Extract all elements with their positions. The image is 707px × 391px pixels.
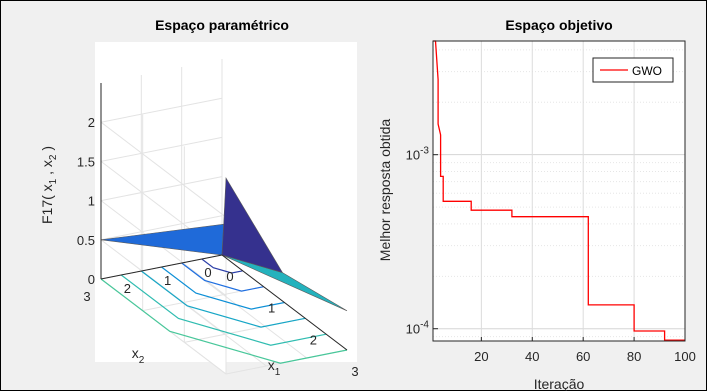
x1-tick-label: 3 <box>351 364 358 379</box>
legend: GWO <box>593 58 673 82</box>
x1-tick-label: 2 <box>310 332 317 347</box>
z-tick-label: 2 <box>88 115 95 130</box>
x-tick-label: 20 <box>474 349 488 364</box>
y-axis-label: Melhor resposta obtida <box>377 119 393 262</box>
x2-tick-label: 0 <box>204 265 211 280</box>
convergence-plot-area <box>433 41 685 341</box>
x1-tick-label: 1 <box>268 301 275 316</box>
x-tick-label: 80 <box>627 349 641 364</box>
x1-tick-label: 0 <box>226 269 233 284</box>
z-tick-label: 0.5 <box>77 233 95 248</box>
x2-tick-label: 3 <box>83 289 90 304</box>
x2-tick-label: 2 <box>124 281 131 296</box>
z-tick-label: 1.5 <box>77 154 95 169</box>
convergence-plot: 20 40 60 80 100 10-3 10-4 GWO Iteração Melhor res… <box>377 17 696 391</box>
legend-label-gwo: GWO <box>632 64 662 78</box>
z-tick-label: 0 <box>88 272 95 287</box>
x2-tick-label: 1 <box>164 273 171 288</box>
surface-plot-title: Espaço paramétrico <box>155 17 289 33</box>
x-tick-label: 40 <box>525 349 539 364</box>
z-axis-label: F17( x1 , x2 ) <box>39 146 59 224</box>
convergence-plot-title: Espaço objetivo <box>505 17 612 33</box>
x-tick-label: 60 <box>576 349 590 364</box>
z-tick-label: 1 <box>88 194 95 209</box>
y-tick-label: 10-4 <box>406 320 430 337</box>
y-tick-label: 10-3 <box>406 146 430 163</box>
x-axis-label: Iteração <box>534 376 585 391</box>
x-tick-label: 100 <box>674 349 696 364</box>
